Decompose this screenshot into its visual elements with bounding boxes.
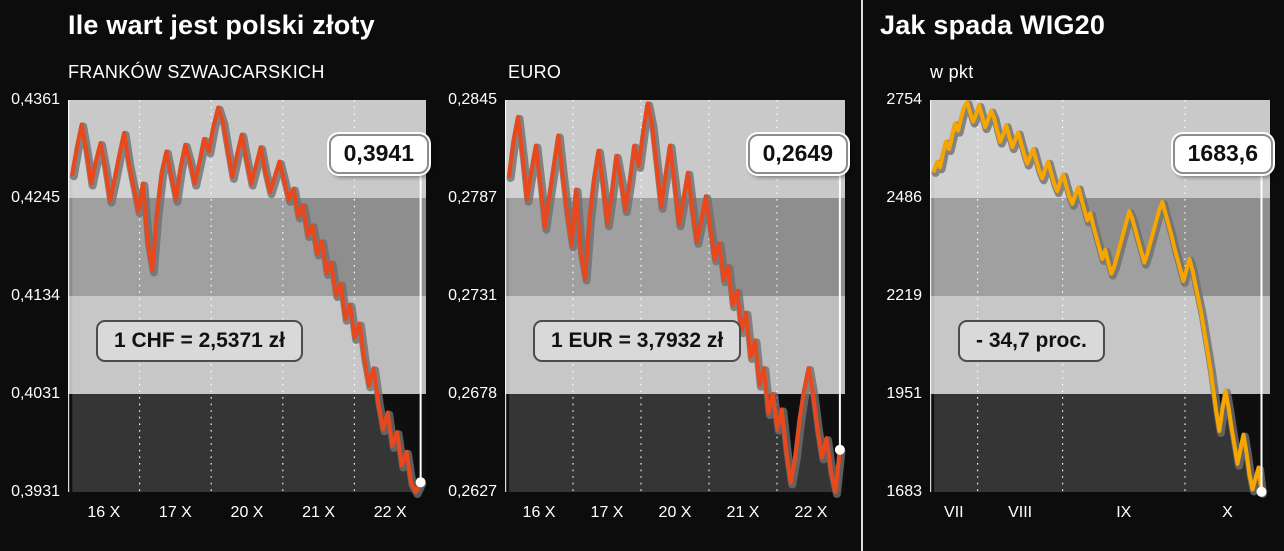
eur-x-axis-labels: 16 X 17 X 20 X 21 X 22 X xyxy=(505,492,845,532)
wig20-x-tick-label: VIII xyxy=(1008,504,1033,521)
right-section-title: Jak spada WIG20 xyxy=(880,10,1106,40)
eur-x-tick-label: 21 X xyxy=(726,504,760,521)
wig20-y-tick-label: 1683 xyxy=(886,483,922,500)
left-section-title: Ile wart jest polski złoty xyxy=(68,10,375,40)
wig20-y-tick-label: 1951 xyxy=(886,385,922,402)
eur-y-tick-label: 0,2787 xyxy=(448,189,497,206)
wig20-percent-callout: - 34,7 proc. xyxy=(958,320,1105,362)
chf-plot-area xyxy=(68,100,427,498)
chart-wig20: 1683,6 - 34,7 proc. 2754 2486 2219 1951 1683… xyxy=(886,91,1273,521)
wig20-x-tick-label: IX xyxy=(1116,504,1132,521)
eur-last-value-badge: 0,2649 xyxy=(747,134,848,174)
eur-x-tick-label: 22 X xyxy=(794,504,828,521)
eur-x-tick-label: 17 X xyxy=(590,504,624,521)
chf-x-tick-label: 17 X xyxy=(158,504,192,521)
eur-chart-subtitle: EURO xyxy=(508,62,562,82)
eur-y-tick-label: 0,2678 xyxy=(448,385,497,402)
eur-y-tick-label: 0,2731 xyxy=(448,287,497,304)
chf-x-tick-label: 16 X xyxy=(87,504,121,521)
wig20-last-value-badge: 1683,6 xyxy=(1172,134,1273,174)
eur-x-tick-label: 16 X xyxy=(522,504,556,521)
chf-x-tick-label: 21 X xyxy=(302,504,336,521)
eur-x-tick-label: 20 X xyxy=(658,504,692,521)
eur-y-axis-labels: 0,2845 0,2787 0,2731 0,2678 0,2627 xyxy=(435,91,497,500)
wig20-y-tick-label: 2754 xyxy=(886,91,922,108)
wig20-x-tick-label: VII xyxy=(944,504,964,521)
chf-chart-subtitle: FRANKÓW SZWAJCARSKICH xyxy=(68,62,325,82)
chf-x-tick-label: 22 X xyxy=(373,504,407,521)
eur-rate-callout: 1 EUR = 3,7932 zł xyxy=(533,320,742,362)
wig20-chart-subtitle: w pkt xyxy=(930,62,974,82)
wig20-x-axis-labels: VII VIII IX X xyxy=(930,492,1270,532)
chart-chf: 0,3941 1 CHF = 2,5371 zł 0,4361 0,4245 0,4… xyxy=(11,91,429,521)
wig20-y-tick-label: 2219 xyxy=(886,287,922,304)
chart-eur: 0,2649 1 EUR = 3,7932 zł 0,2845 0,2787 0,2… xyxy=(448,91,848,521)
chf-y-tick-label: 0,4031 xyxy=(11,385,60,402)
chf-last-value-badge: 0,3941 xyxy=(328,134,429,174)
chf-x-axis-labels: 16 X 17 X 20 X 21 X 22 X xyxy=(68,492,426,532)
chf-y-tick-label: 0,4245 xyxy=(11,189,60,206)
eur-y-tick-label: 0,2627 xyxy=(448,483,497,500)
chf-y-axis-labels: 0,4361 0,4245 0,4134 0,4031 0,3931 xyxy=(0,91,60,500)
wig20-x-tick-label: X xyxy=(1222,504,1233,521)
section-divider xyxy=(861,0,863,551)
wig20-y-axis-labels: 2754 2486 2219 1951 1683 xyxy=(860,91,922,500)
chf-x-tick-label: 20 X xyxy=(230,504,264,521)
chf-y-tick-label: 0,4134 xyxy=(11,287,60,304)
chf-rate-callout: 1 CHF = 2,5371 zł xyxy=(96,320,304,362)
wig20-y-tick-label: 2486 xyxy=(886,189,922,206)
chf-y-tick-label: 0,3931 xyxy=(11,483,60,500)
eur-y-tick-label: 0,2845 xyxy=(448,91,497,108)
chf-y-tick-label: 0,4361 xyxy=(11,91,60,108)
